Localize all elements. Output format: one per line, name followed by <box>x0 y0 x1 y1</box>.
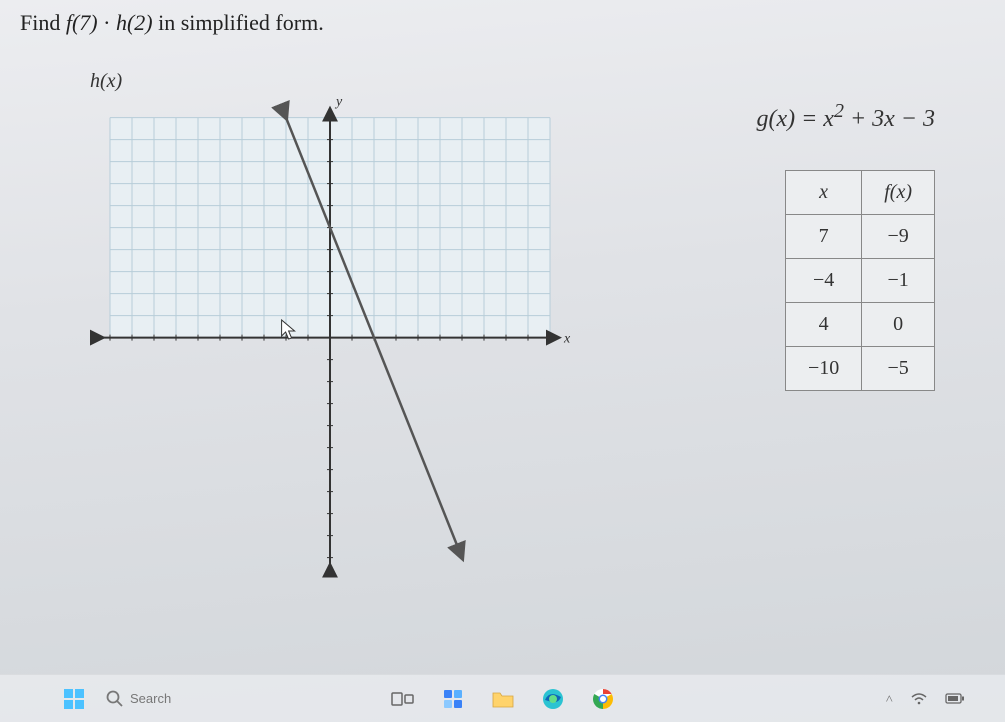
formula-eq: = <box>795 106 823 132</box>
chart-label: h(x) <box>90 70 122 93</box>
table-cell: −1 <box>862 259 935 303</box>
question-f: f(7) <box>66 10 98 35</box>
chart-svg: xy <box>80 80 580 640</box>
explorer-folder-icon[interactable] <box>489 685 517 713</box>
task-view-icon[interactable] <box>389 685 417 713</box>
table-cell: −9 <box>862 215 935 259</box>
svg-text:x: x <box>563 332 571 347</box>
svg-text:y: y <box>334 95 343 110</box>
question-prefix: Find <box>20 10 66 35</box>
table-header-row: x f(x) <box>785 171 934 215</box>
start-icon[interactable] <box>60 685 88 713</box>
taskbar: Search ˄ <box>0 674 1005 722</box>
taskbar-left: Search <box>60 685 171 713</box>
search-placeholder: Search <box>130 691 171 706</box>
question-text: Find f(7) · h(2) in simplified form. <box>20 10 324 36</box>
formula-exp: 2 <box>834 100 844 122</box>
table-cell: 4 <box>785 303 861 347</box>
table-row: −4−1 <box>785 259 934 303</box>
question-dot: · <box>98 10 116 35</box>
table-row: −10−5 <box>785 347 934 391</box>
taskbar-tray: ˄ <box>886 691 965 707</box>
chrome-icon[interactable] <box>589 685 617 713</box>
widget-icon[interactable] <box>439 685 467 713</box>
table-cell: 0 <box>862 303 935 347</box>
formula-rhs-a: x <box>823 106 834 132</box>
table-row: 7−9 <box>785 215 934 259</box>
table-cell: −5 <box>862 347 935 391</box>
edge-icon[interactable] <box>539 685 567 713</box>
table-col-fx: f(x) <box>862 171 935 215</box>
formula-lhs: g(x) <box>756 106 795 132</box>
chart-label-text: h(x) <box>90 70 122 92</box>
table-col-x: x <box>785 171 861 215</box>
formula-g: g(x) = x2 + 3x − 3 <box>756 100 935 133</box>
search-icon[interactable]: Search <box>106 685 171 713</box>
wifi-icon[interactable] <box>911 693 927 705</box>
chart-hx: h(x) xy <box>80 80 580 640</box>
question-h: h(2) <box>116 10 153 35</box>
chevron-up-icon[interactable]: ˄ <box>886 691 893 707</box>
question-suffix: in simplified form. <box>153 10 324 35</box>
table-row: 40 <box>785 303 934 347</box>
formula-rhs-b: + 3x − 3 <box>844 106 935 132</box>
table-cell: 7 <box>785 215 861 259</box>
battery-icon[interactable] <box>945 693 965 704</box>
table-cell: −10 <box>785 347 861 391</box>
table-cell: −4 <box>785 259 861 303</box>
data-table: x f(x) 7−9−4−140−10−5 <box>785 170 935 391</box>
